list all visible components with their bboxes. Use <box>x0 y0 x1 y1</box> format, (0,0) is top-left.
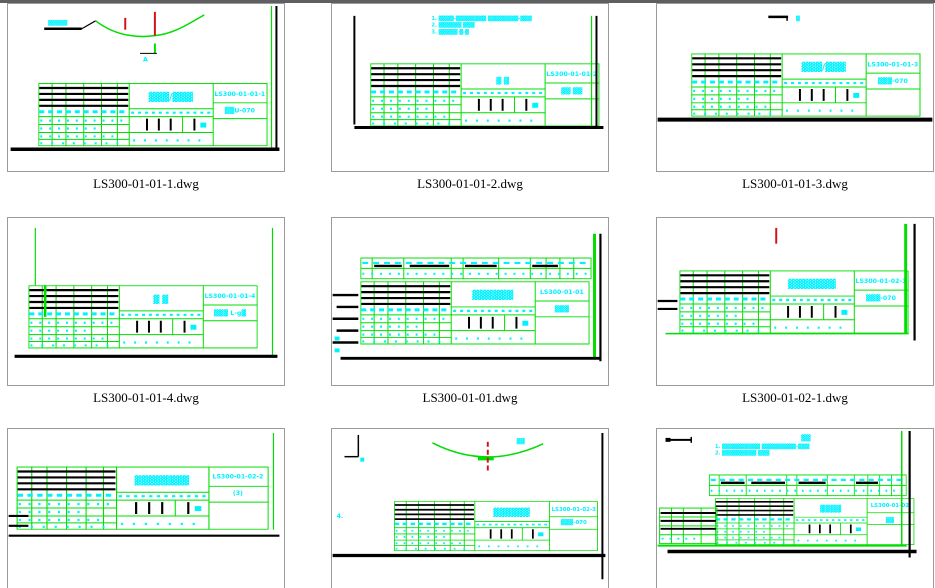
title-block-code: LS300-01-02-3 <box>552 507 597 513</box>
cad-preview: ▓▓▓▓▓▓▓▓ LS300-01-02-2 (3) <box>8 432 280 537</box>
title-block-title: ▓▓▓▓▓▓ <box>493 507 529 517</box>
thumbnail-caption: LS300-01-01-2.dwg <box>417 176 523 191</box>
title-block-subtitle: ▓▓▓ L-g▓ <box>214 309 247 317</box>
left-note-label: 4. <box>337 513 344 520</box>
note-line: 1. ▓▓▓▓▓▓▓▓▓▓ ▓▓▓▓▓▓▓▓▓-▓▓▓ <box>715 443 810 450</box>
note-line: 2. ▓▓▓▓▓▓ ▓▓▓ <box>431 22 474 29</box>
thumbnail-ls300-01-02-2[interactable]: ▓▓▓▓▓▓▓▓ LS300-01-02-2 (3) <box>7 428 285 588</box>
cad-preview: ▓ ▓▓▓/▓▓▓ LS300-01-01-3 ▓▓▓-070 <box>657 15 933 122</box>
thumbnail-ls300-01-01[interactable]: ▓▓▓▓▓▓ LS300-01-01 ▓▓▓ <box>331 217 609 386</box>
title-block-code: LS300-01-02-2 <box>212 473 263 480</box>
cad-preview: ▓▓▓▓▓ A ▓▓▓/▓▓▓ LS300-01-01-1 ▓▓U-070 <box>10 5 280 151</box>
title-block-title: ▓▓▓▓ <box>820 504 842 513</box>
thumbnail-ls300-01-01-2[interactable]: 1. ▓▓▓▓-▓▓▓▓▓▓▓▓ ▓▓▓▓▓▓▓▓-▓▓▓ 2. ▓▓▓▓▓▓ … <box>331 3 609 172</box>
cad-preview: ▓▓▓▓▓▓▓ LS300-01-02-1 ▓▓▓-070 <box>657 223 916 341</box>
thumbnail-caption: LS300-01-01-1.dwg <box>93 176 199 191</box>
thumbnail-ls300-01-02-3[interactable]: ▓▓ 4. ▓▓▓▓▓▓ LS300-01-02-3 ▓▓▓-070 <box>331 428 609 588</box>
cad-preview: ▓▓ 4. ▓▓▓▓▓▓ LS300-01-02-3 ▓▓▓-070 <box>332 432 606 580</box>
title-block-title: ▓▓▓▓▓▓▓▓ <box>135 474 190 486</box>
title-block-subtitle: ▓▓▓-070 <box>878 77 909 85</box>
title-block-subtitle: ▓▓▓-070 <box>561 519 587 526</box>
top-marker-label: ▓ <box>796 15 800 22</box>
title-block-title: ▓▓▓▓▓▓ <box>472 289 513 301</box>
thumbnail-caption: LS300-01-02-1.dwg <box>742 390 848 405</box>
thumbnail-ls300-01-01-3[interactable]: ▓ ▓▓▓/▓▓▓ LS300-01-01-3 ▓▓▓-070 <box>656 3 934 172</box>
title-block-code: LS300-01-01 <box>540 289 584 296</box>
note-line: 1. ▓▓▓▓-▓▓▓▓▓▓▓▓ ▓▓▓▓▓▓▓▓-▓▓▓ <box>431 15 531 22</box>
profile-label: ▓▓▓▓▓ <box>48 20 67 27</box>
title-block-code: LS300-01-02 <box>871 503 909 509</box>
arc-profile-line <box>432 442 544 458</box>
thumbnail-caption: LS300-01-01.dwg <box>422 390 518 405</box>
note-line: 3. ▓▓▓▓▓ ▓-▓ <box>431 29 469 36</box>
terrain-profile-line <box>95 14 205 38</box>
title-block-code: LS300-01-02-1 <box>856 278 907 285</box>
thumbnail-ls300-01-02-1[interactable]: ▓▓▓▓▓▓▓ LS300-01-02-1 ▓▓▓-070 <box>656 217 934 386</box>
cad-preview: ▓ ▓ LS300-01-01-4 ▓▓▓ L-g▓ <box>14 227 278 358</box>
drawing-list-strip <box>709 474 907 497</box>
cad-preview: 1. ▓▓▓▓-▓▓▓▓▓▓▓▓ ▓▓▓▓▓▓▓▓-▓▓▓ 2. ▓▓▓▓▓▓ … <box>353 15 604 130</box>
section-marker: A <box>143 56 148 63</box>
title-block-code: LS300-01-01-3 <box>867 61 918 68</box>
cad-preview: ▓▓▓▓▓▓ LS300-01-01 ▓▓▓ <box>332 233 602 362</box>
title-block-title: ▓▓▓/▓▓▓ <box>149 91 193 103</box>
thumbnail-caption: LS300-01-01-4.dwg <box>93 390 199 405</box>
title-block-subtitle: ▓▓ <box>886 517 894 524</box>
title-block-code: LS300-01-01-2 <box>546 71 597 78</box>
title-block-code: LS300-01-01-4 <box>205 293 256 300</box>
thumbnail-ls300-01-02[interactable]: ▓▓ 1. ▓▓▓▓▓▓▓▓▓▓ ▓▓▓▓▓▓▓▓▓-▓▓▓ 2. ▓▓▓▓▓▓… <box>656 428 934 588</box>
note-title: ▓▓ <box>801 434 811 442</box>
title-block-title: ▓▓▓/▓▓▓ <box>802 61 846 73</box>
drawing-list-strip <box>360 257 592 280</box>
title-block-code: LS300-01-01-1 <box>214 91 265 98</box>
title-block-subtitle: ▓▓▓-070 <box>866 294 897 302</box>
title-block-subtitle: ▓▓ ▓▓ <box>561 87 583 95</box>
title-block-subtitle: ▓▓▓ <box>555 305 570 313</box>
note-line: 2. ▓▓▓▓▓▓▓▓▓ ▓▓▓ <box>715 450 770 457</box>
title-block-title: ▓ ▓ <box>496 76 510 85</box>
title-block-title: ▓▓▓▓▓▓▓ <box>788 278 836 290</box>
thumbnail-ls300-01-01-1[interactable]: ▓▓▓▓▓ A ▓▓▓/▓▓▓ LS300-01-01-1 ▓▓U-070 <box>7 3 285 172</box>
thumbnail-caption: LS300-01-01-3.dwg <box>742 176 848 191</box>
arc-marker-label: ▓▓ <box>516 438 524 445</box>
window-top-edge <box>0 0 935 3</box>
cad-preview: ▓▓ 1. ▓▓▓▓▓▓▓▓▓▓ ▓▓▓▓▓▓▓▓▓-▓▓▓ 2. ▓▓▓▓▓▓… <box>657 430 917 558</box>
thumbnail-ls300-01-01-4[interactable]: ▓ ▓ LS300-01-01-4 ▓▓▓ L-g▓ <box>7 217 285 386</box>
title-block-subtitle: ▓▓U-070 <box>225 107 256 115</box>
title-block-title: ▓ ▓ <box>153 294 168 304</box>
title-block-subtitle: (3) <box>233 490 243 497</box>
